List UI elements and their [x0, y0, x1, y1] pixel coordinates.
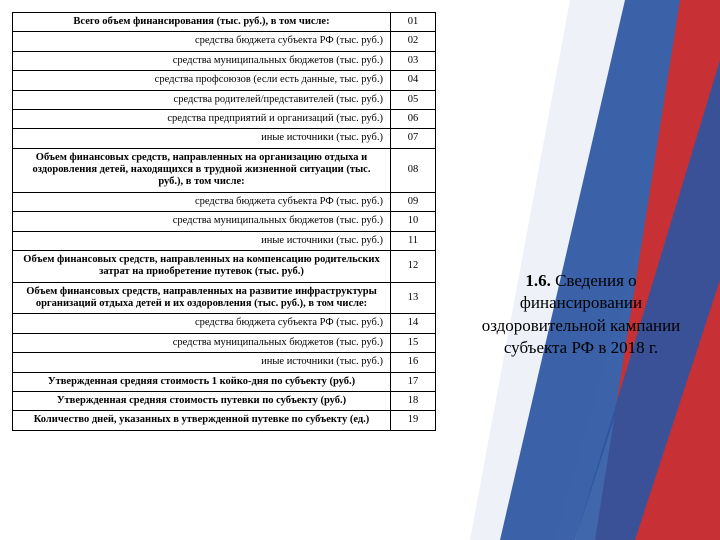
row-code: 12: [391, 250, 436, 282]
row-label: Количество дней, указанных в утвержденно…: [13, 411, 391, 430]
slide-caption: 1.6. Сведения о финансировании оздоровит…: [476, 270, 686, 360]
finance-table: Всего объем финансирования (тыс. руб.), …: [12, 12, 436, 431]
row-label: средства родителей/представителей (тыс. …: [13, 90, 391, 109]
table-row: Утвержденная средняя стоимость путевки п…: [13, 391, 436, 410]
row-code: 14: [391, 314, 436, 333]
row-code: 18: [391, 391, 436, 410]
table-row: Всего объем финансирования (тыс. руб.), …: [13, 13, 436, 32]
table-row: Объем финансовых средств, направленных н…: [13, 250, 436, 282]
table-row: средства бюджета субъекта РФ (тыс. руб.)…: [13, 192, 436, 211]
row-label: Всего объем финансирования (тыс. руб.), …: [13, 13, 391, 32]
row-code: 03: [391, 51, 436, 70]
row-code: 19: [391, 411, 436, 430]
row-code: 08: [391, 148, 436, 192]
row-code: 11: [391, 231, 436, 250]
table-row: иные источники (тыс. руб.)11: [13, 231, 436, 250]
table-row: иные источники (тыс. руб.)07: [13, 129, 436, 148]
table-row: средства муниципальных бюджетов (тыс. ру…: [13, 333, 436, 352]
table-row: Объем финансовых средств, направленных н…: [13, 148, 436, 192]
row-label: иные источники (тыс. руб.): [13, 353, 391, 372]
row-label: средства муниципальных бюджетов (тыс. ру…: [13, 212, 391, 231]
row-label: иные источники (тыс. руб.): [13, 231, 391, 250]
caption-text: Сведения о финансировании оздоровительно…: [482, 271, 681, 357]
row-label: средства бюджета субъекта РФ (тыс. руб.): [13, 314, 391, 333]
row-code: 13: [391, 282, 436, 314]
row-code: 06: [391, 109, 436, 128]
row-label: иные источники (тыс. руб.): [13, 129, 391, 148]
table-row: средства профсоюзов (если есть данные, т…: [13, 71, 436, 90]
row-code: 16: [391, 353, 436, 372]
row-code: 04: [391, 71, 436, 90]
row-label: средства предприятий и организаций (тыс.…: [13, 109, 391, 128]
table-row: средства муниципальных бюджетов (тыс. ру…: [13, 51, 436, 70]
row-label: средства бюджета субъекта РФ (тыс. руб.): [13, 32, 391, 51]
row-code: 10: [391, 212, 436, 231]
row-code: 07: [391, 129, 436, 148]
row-label: Объем финансовых средств, направленных н…: [13, 250, 391, 282]
table-row: Количество дней, указанных в утвержденно…: [13, 411, 436, 430]
row-label: средства муниципальных бюджетов (тыс. ру…: [13, 51, 391, 70]
slide: { "caption": { "section": "1.6.", "text"…: [0, 0, 720, 540]
row-label: средства профсоюзов (если есть данные, т…: [13, 71, 391, 90]
table-row: средства родителей/представителей (тыс. …: [13, 90, 436, 109]
row-code: 01: [391, 13, 436, 32]
row-code: 15: [391, 333, 436, 352]
table-row: средства бюджета субъекта РФ (тыс. руб.)…: [13, 314, 436, 333]
row-label: средства бюджета субъекта РФ (тыс. руб.): [13, 192, 391, 211]
row-label: Утвержденная средняя стоимость путевки п…: [13, 391, 391, 410]
row-label: Утвержденная средняя стоимость 1 койко-д…: [13, 372, 391, 391]
table-row: средства предприятий и организаций (тыс.…: [13, 109, 436, 128]
row-label: Объем финансовых средств, направленных н…: [13, 282, 391, 314]
row-label: средства муниципальных бюджетов (тыс. ру…: [13, 333, 391, 352]
table-row: средства муниципальных бюджетов (тыс. ру…: [13, 212, 436, 231]
row-code: 02: [391, 32, 436, 51]
table-row: Утвержденная средняя стоимость 1 койко-д…: [13, 372, 436, 391]
row-code: 17: [391, 372, 436, 391]
table-row: Объем финансовых средств, направленных н…: [13, 282, 436, 314]
section-number: 1.6.: [525, 271, 551, 290]
table-row: иные источники (тыс. руб.)16: [13, 353, 436, 372]
table-row: средства бюджета субъекта РФ (тыс. руб.)…: [13, 32, 436, 51]
row-code: 09: [391, 192, 436, 211]
row-code: 05: [391, 90, 436, 109]
row-label: Объем финансовых средств, направленных н…: [13, 148, 391, 192]
